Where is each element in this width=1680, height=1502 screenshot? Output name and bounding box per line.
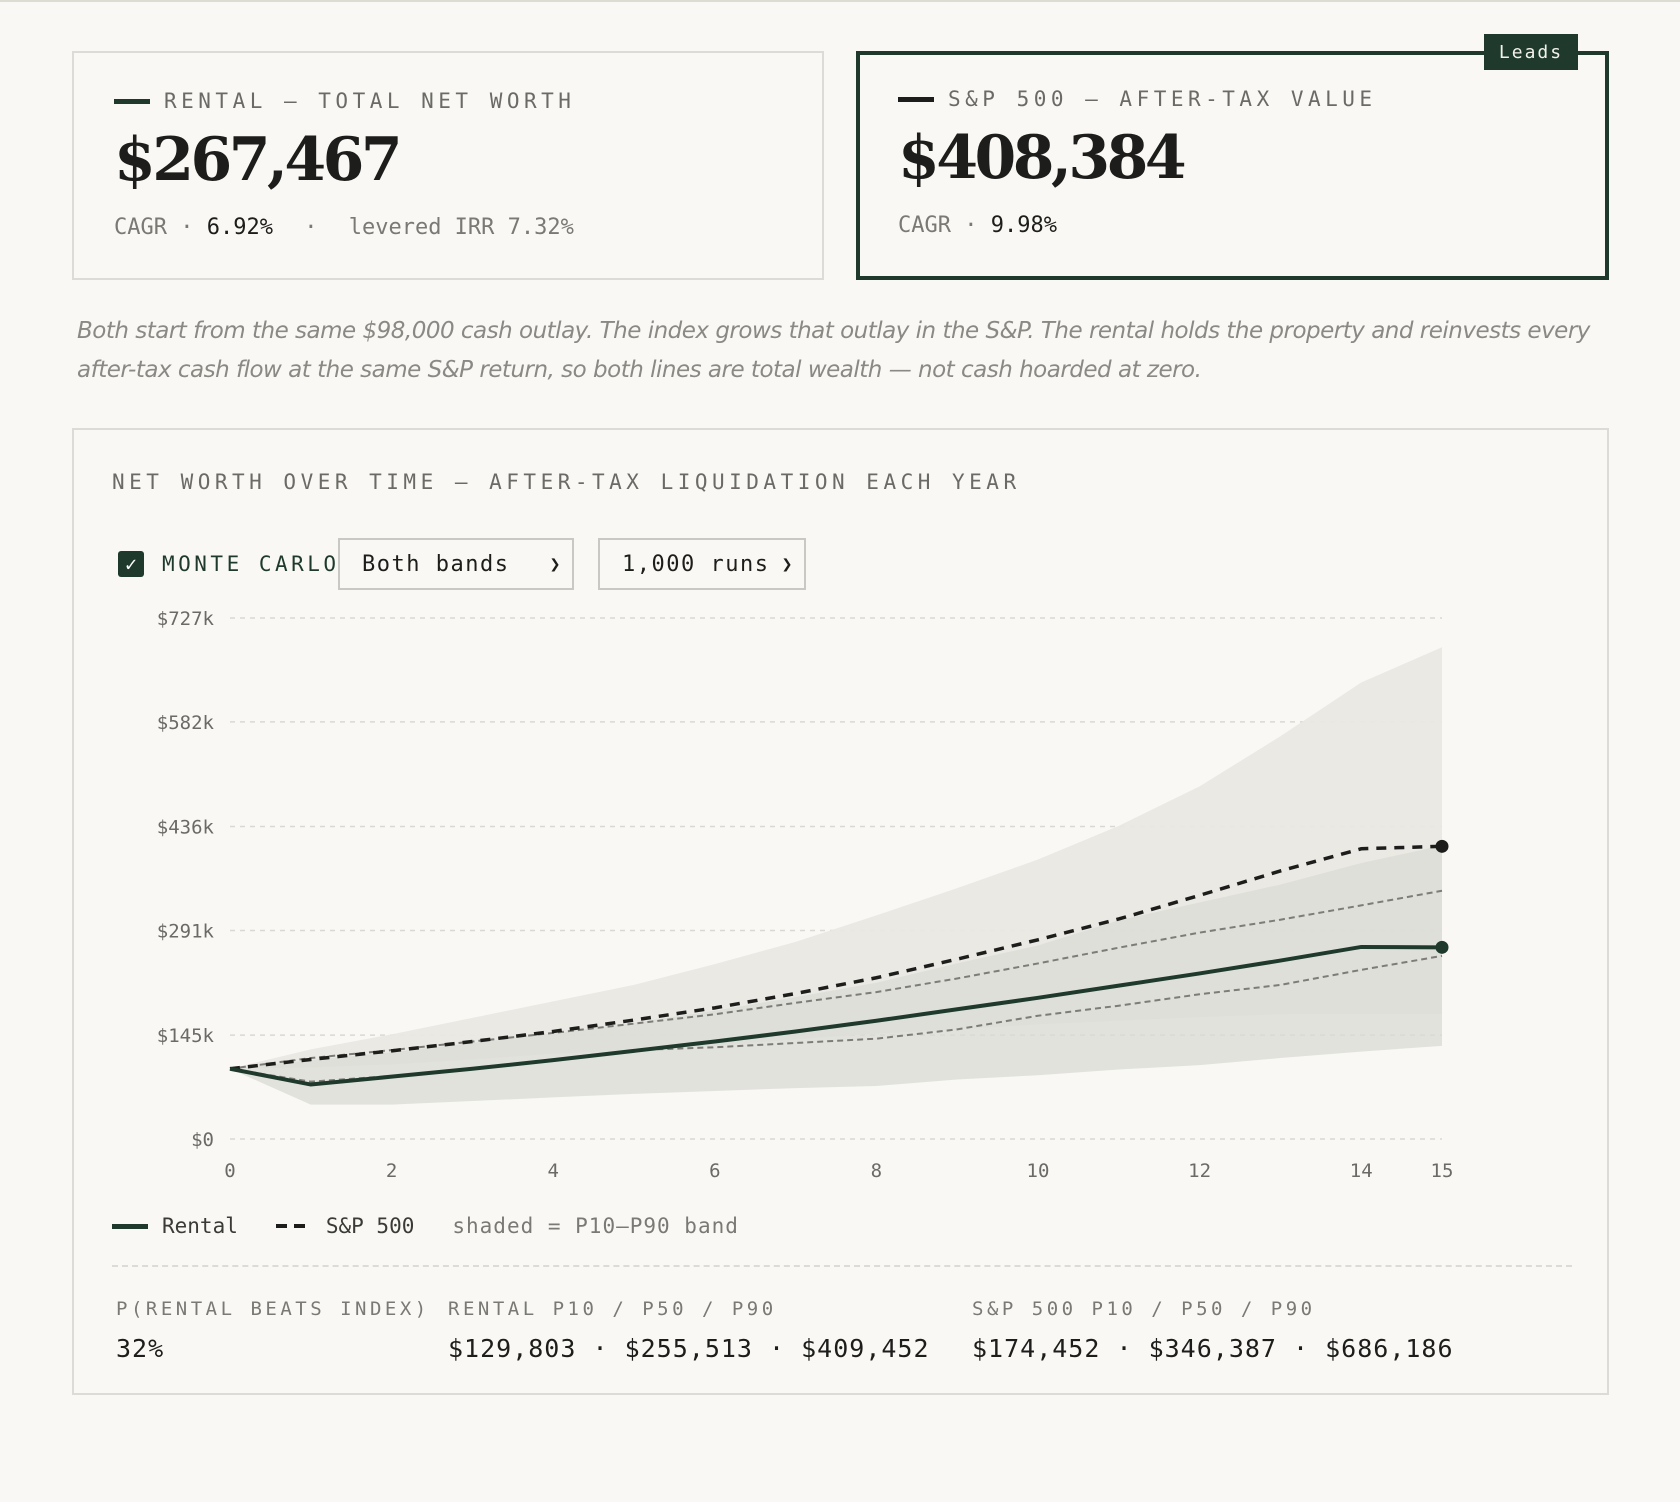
y-tick-label: $727k [157,608,215,630]
runs-select[interactable]: 1,000 runs ❯ [598,538,806,590]
legend-band-note: shaded = P10–P90 band [452,1214,739,1238]
y-tick-label: $291k [157,920,215,942]
rental-cagr-value: 6.92% [206,215,273,240]
x-tick-label: 0 [224,1160,235,1182]
chart-title: NET WORTH OVER TIME — AFTER-TAX LIQUIDAT… [112,470,1021,494]
rental-end-point [1435,940,1449,954]
stat-p-beats-label: P(RENTAL BEATS INDEX) [116,1298,430,1320]
x-tick-label: 2 [386,1160,397,1182]
monte-carlo-label[interactable]: MONTE CARLO [162,552,340,576]
legend-rental: Rental [112,1214,238,1238]
rental-irr-value: 7.32% [507,215,574,240]
monte-carlo-checkbox[interactable]: ✓ [118,551,144,577]
rental-card-title: RENTAL — TOTAL NET WORTH [164,89,576,113]
x-tick-label: 4 [547,1160,558,1182]
meta-separator: · [304,215,318,240]
legend-rental-label: Rental [162,1214,238,1238]
rental-irr-label: levered IRR [348,215,495,240]
rental-swatch [114,98,150,104]
legend-sp500-swatch [275,1224,312,1228]
chevron-down-icon: ❯ [781,553,794,575]
stat-p-beats-value: 32% [116,1334,165,1363]
x-tick-label: 14 [1350,1160,1373,1182]
rental-cagr-label: CAGR · [114,215,194,240]
sp500-metrics: CAGR · 9.98% [898,213,1057,238]
stat-sp500-percentiles-value: $174,452 · $346,387 · $686,186 [972,1334,1454,1363]
sp500-line [229,844,1443,1071]
chart-panel: NET WORTH OVER TIME — AFTER-TAX LIQUIDAT… [72,428,1609,1395]
rental-net-worth-value: $267,467 [114,125,403,195]
stats-divider [112,1265,1572,1267]
rental-card-label: RENTAL — TOTAL NET WORTH [114,89,575,113]
leads-badge: Leads [1484,34,1578,70]
top-rule [0,0,1680,2]
band-select-value: Both bands [362,551,510,577]
sp500-cagr-value: 9.98% [990,213,1057,238]
comparison-note: Both start from the same $98,000 cash ou… [77,318,1590,383]
x-tick-label: 15 [1431,1160,1454,1182]
x-tick-label: 6 [709,1160,720,1182]
x-tick-label: 8 [871,1160,882,1182]
stat-rental-percentiles-label: RENTAL P10 / P50 / P90 [448,1298,777,1320]
rental-line [229,944,1443,1087]
y-tick-label: $0 [191,1129,214,1151]
legend-sp500-label: S&P 500 [325,1214,415,1238]
chart-legend: Rental S&P 500 shaded = P10–P90 band [112,1214,739,1238]
y-tick-label: $145k [157,1025,215,1047]
y-tick-label: $436k [157,817,215,839]
stat-rental-percentiles: RENTAL P10 / P50 / P90 $129,803 · $255,5… [448,1298,930,1363]
legend-rental-swatch [112,1223,148,1229]
stat-sp500-percentiles: S&P 500 P10 / P50 / P90 $174,452 · $346,… [972,1298,1454,1363]
y-tick-label: $582k [157,712,215,734]
rental-summary-card: RENTAL — TOTAL NET WORTH $267,467 CAGR ·… [72,51,824,280]
runs-select-value: 1,000 runs [622,551,770,577]
rental-metrics: CAGR · 6.92% · levered IRR 7.32% [114,215,574,240]
sp500-end-point [1435,839,1449,853]
legend-sp500: S&P 500 [275,1214,415,1238]
x-tick-label: 12 [1188,1160,1211,1182]
sp500-card-title: S&P 500 — AFTER-TAX VALUE [948,87,1377,111]
net-worth-chart: $0 $145k $291k $436k $582k $727k 0 2 4 6 8 10 12 14 15 [157,608,1454,1182]
sp500-cagr-label: CAGR · [898,213,978,238]
stat-sp500-percentiles-label: S&P 500 P10 / P50 / P90 [972,1298,1316,1320]
sp500-value: $408,384 [898,123,1187,193]
rental-p10-p90-band [230,845,1442,1105]
band-select[interactable]: Both bands ❯ [338,538,574,590]
chevron-down-icon: ❯ [549,553,562,575]
sp500-summary-card: S&P 500 — AFTER-TAX VALUE $408,384 CAGR … [856,51,1609,280]
stat-p-beats: P(RENTAL BEATS INDEX) 32% [116,1298,430,1363]
sp500-card-label: S&P 500 — AFTER-TAX VALUE [898,87,1377,111]
chart-controls: ✓ MONTE CARLO Both bands ❯ 1,000 runs ❯ [118,538,806,590]
sp500-swatch [898,96,934,102]
x-tick-label: 10 [1027,1160,1050,1182]
stat-rental-percentiles-value: $129,803 · $255,513 · $409,452 [448,1334,930,1363]
